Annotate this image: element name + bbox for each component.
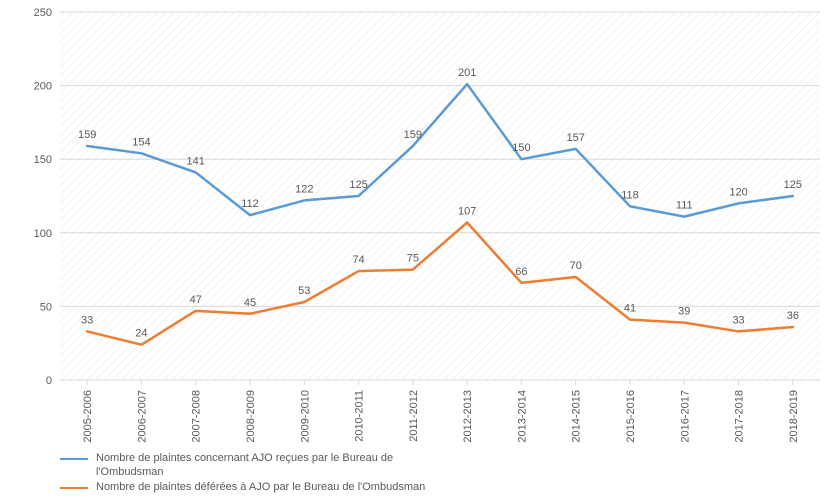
svg-text:53: 53 [298, 285, 310, 297]
svg-text:2015-2016: 2015-2016 [625, 390, 637, 443]
legend-swatch [60, 458, 88, 460]
svg-text:2016-2017: 2016-2017 [679, 390, 691, 443]
legend-swatch [60, 487, 88, 489]
svg-text:125: 125 [784, 179, 802, 191]
line-chart: 0 50 100 150 200 250 2005-2006 2006-2007 2007-20… [0, 0, 840, 500]
svg-text:2009-2010: 2009-2010 [299, 390, 311, 443]
legend-item: Nombre de plaintes déférées à AJO par le… [60, 480, 425, 494]
svg-text:47: 47 [190, 294, 202, 306]
svg-text:111: 111 [676, 200, 693, 212]
svg-text:250: 250 [34, 7, 52, 19]
svg-text:41: 41 [624, 303, 636, 315]
svg-text:2008-2009: 2008-2009 [245, 390, 257, 443]
svg-text:50: 50 [40, 301, 52, 313]
svg-text:74: 74 [352, 254, 364, 266]
svg-text:100: 100 [34, 228, 52, 240]
svg-text:159: 159 [78, 129, 96, 141]
svg-text:157: 157 [567, 132, 585, 144]
svg-text:2012-2013: 2012-2013 [462, 390, 474, 443]
svg-text:2005-2006: 2005-2006 [82, 390, 94, 443]
svg-text:2010-2011: 2010-2011 [354, 390, 366, 442]
legend: Nombre de plaintes concernant AJO reçues… [60, 451, 820, 494]
svg-text:66: 66 [515, 266, 527, 278]
legend-label: Nombre de plaintes concernant AJO reçues… [96, 451, 430, 480]
svg-text:2017-2018: 2017-2018 [734, 390, 746, 443]
svg-text:2013-2014: 2013-2014 [516, 390, 528, 443]
svg-text:2006-2007: 2006-2007 [136, 390, 148, 443]
svg-text:33: 33 [81, 314, 93, 326]
svg-text:150: 150 [34, 154, 52, 166]
svg-text:159: 159 [404, 129, 422, 141]
svg-text:200: 200 [34, 81, 52, 93]
svg-text:125: 125 [349, 179, 367, 191]
svg-text:107: 107 [458, 205, 476, 217]
svg-text:118: 118 [621, 189, 639, 201]
svg-text:2011-2012: 2011-2012 [408, 390, 420, 442]
svg-text:122: 122 [295, 183, 313, 195]
svg-text:0: 0 [46, 375, 52, 387]
legend-item: Nombre de plaintes concernant AJO reçues… [60, 451, 430, 480]
svg-text:150: 150 [512, 142, 530, 154]
svg-text:154: 154 [132, 136, 150, 148]
svg-text:120: 120 [729, 186, 747, 198]
svg-text:39: 39 [678, 306, 690, 318]
svg-text:2018-2019: 2018-2019 [788, 390, 800, 443]
svg-text:75: 75 [407, 253, 419, 265]
svg-text:70: 70 [570, 260, 582, 272]
svg-text:201: 201 [458, 67, 476, 79]
legend-label: Nombre de plaintes déférées à AJO par le… [96, 480, 425, 494]
svg-text:2007-2008: 2007-2008 [191, 390, 203, 443]
svg-text:33: 33 [732, 314, 744, 326]
svg-text:24: 24 [135, 328, 147, 340]
chart-svg: 0 50 100 150 200 250 2005-2006 2006-2007 2007-20… [0, 0, 840, 500]
svg-text:112: 112 [241, 198, 259, 210]
svg-text:45: 45 [244, 297, 256, 309]
svg-text:36: 36 [787, 310, 799, 322]
svg-text:2014-2015: 2014-2015 [571, 390, 583, 443]
svg-text:141: 141 [187, 155, 205, 167]
